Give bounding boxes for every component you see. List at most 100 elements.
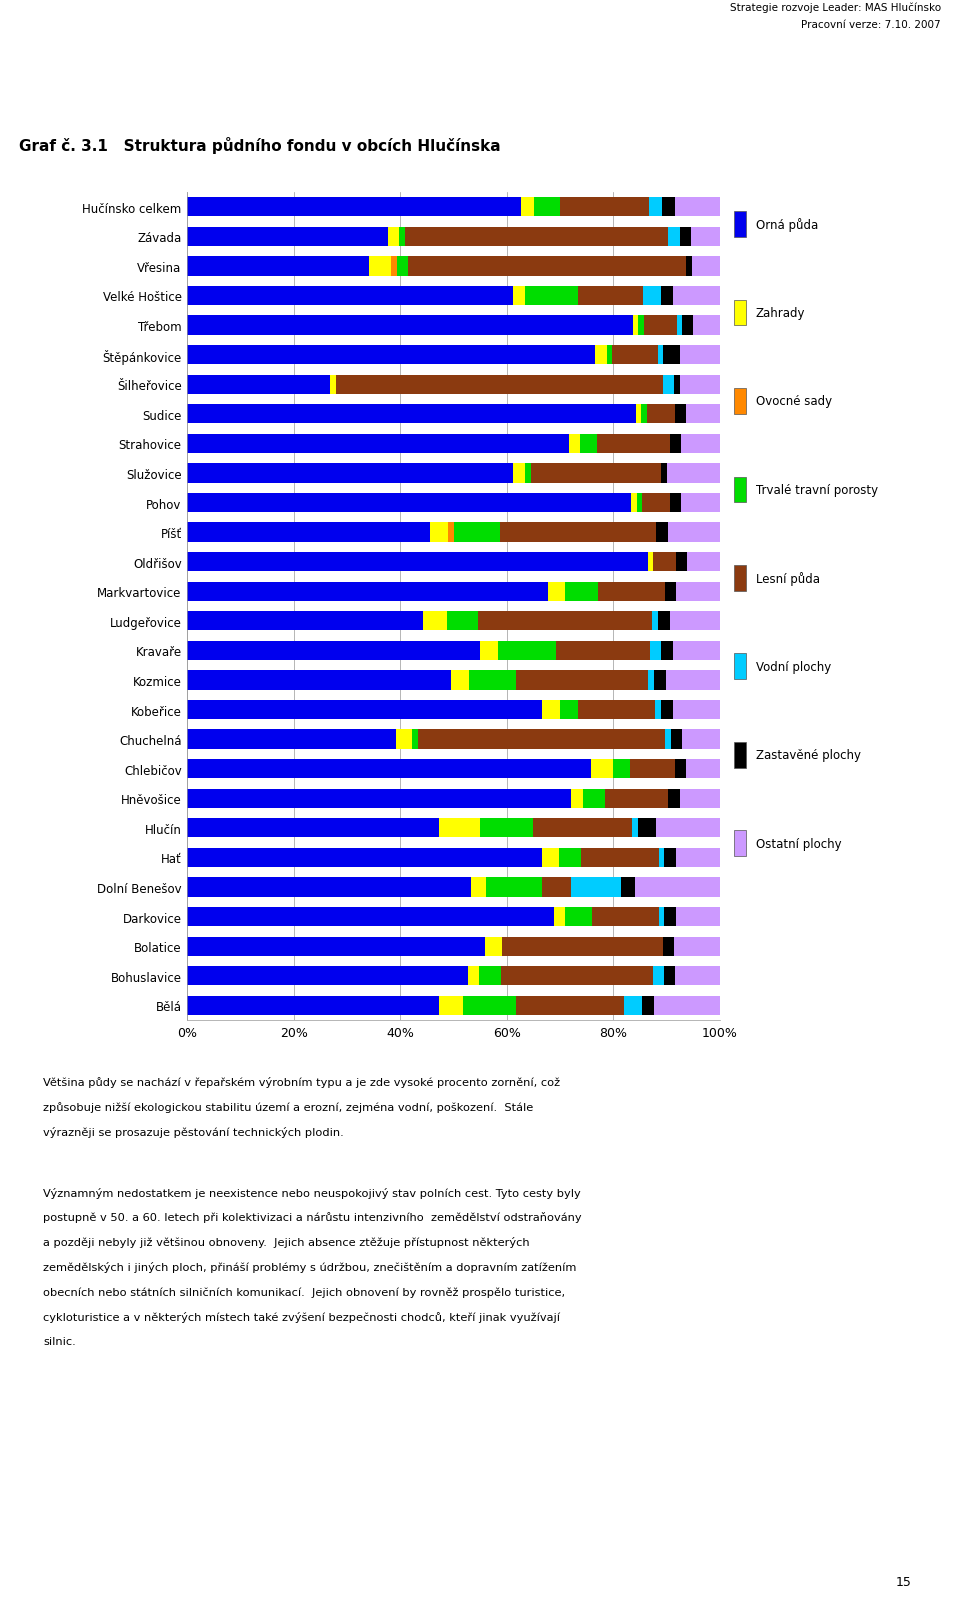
Bar [548,582,564,601]
Bar [187,346,595,365]
Bar [187,672,450,689]
Bar [501,966,653,985]
Bar [686,760,720,779]
Bar [392,257,396,276]
Bar [560,701,578,720]
Bar [430,524,447,542]
Bar [641,405,647,424]
Bar [187,760,591,779]
Bar [693,317,720,336]
Bar [681,346,720,365]
Bar [463,996,516,1016]
Bar [669,434,681,453]
Bar [447,612,478,632]
Bar [187,464,513,484]
Bar [485,937,502,956]
Bar [673,286,720,305]
Text: Graf č. 3.1   Struktura půdního fondu v obcích Hlučínska: Graf č. 3.1 Struktura půdního fondu v ob… [19,137,501,154]
Bar [662,937,674,956]
Bar [658,612,670,632]
Text: Ostatní plochy: Ostatní plochy [756,837,841,850]
Bar [647,405,675,424]
Bar [655,701,660,720]
Text: obecních nebo státních silničních komunikací.  Jejich obnovení by rovněž prospěl: obecních nebo státních silničních komuni… [43,1287,565,1297]
Text: Většina půdy se nachází v řepařském výrobním typu a je zde vysoké procento zorně: Většina půdy se nachází v řepařském výro… [43,1077,561,1088]
Bar [187,524,430,542]
Bar [187,228,388,247]
Bar [583,789,606,808]
Text: Zahrady: Zahrady [756,307,805,320]
Bar [650,641,661,660]
Bar [516,996,624,1016]
Bar [471,877,486,897]
Bar [187,641,480,660]
Text: Strategie rozvoje Leader: MAS Hlučínsko: Strategie rozvoje Leader: MAS Hlučínsko [730,2,941,13]
Bar [681,434,720,453]
Bar [658,346,663,365]
Bar [187,405,636,424]
Bar [642,996,654,1016]
Bar [408,257,686,276]
Bar [564,908,592,927]
Bar [556,641,650,660]
Bar [580,434,596,453]
Bar [187,434,568,453]
Bar [413,730,418,749]
Text: Vodní plochy: Vodní plochy [756,660,830,673]
Bar [674,937,720,956]
Bar [675,760,686,779]
Bar [559,848,581,868]
Bar [479,966,501,985]
Bar [607,346,612,365]
Bar [418,730,665,749]
Bar [187,818,439,837]
Bar [675,405,686,424]
Bar [659,908,664,927]
Bar [571,877,620,897]
Bar [680,789,720,808]
Bar [516,672,648,689]
Bar [524,286,578,305]
Bar [686,553,720,572]
Bar [635,877,720,897]
Bar [664,966,675,985]
Bar [513,286,524,305]
Bar [571,789,583,808]
Bar [691,257,720,276]
Bar [654,996,720,1016]
Bar [439,996,463,1016]
Bar [686,405,720,424]
Bar [187,553,648,572]
Bar [632,493,636,513]
Text: 15: 15 [896,1575,912,1588]
Bar [666,464,720,484]
Bar [670,612,720,632]
Text: Pracovní verze: 7.10. 2007: Pracovní verze: 7.10. 2007 [802,19,941,31]
Text: zemědělských i jiných ploch, přináší problémy s údržbou, znečištěním a dopravním: zemědělských i jiných ploch, přináší pro… [43,1261,577,1273]
Bar [659,848,664,868]
Bar [653,966,664,985]
Bar [542,701,561,720]
Text: Významným nedostatkem je neexistence nebo neuspokojivý stav polních cest. Tyto c: Významným nedostatkem je neexistence neb… [43,1186,581,1197]
Bar [447,524,453,542]
Bar [468,672,516,689]
Bar [633,818,638,837]
Bar [578,701,655,720]
Bar [654,553,676,572]
Bar [187,908,554,927]
Text: postupně v 50. a 60. letech při kolektivizaci a nárůstu intenzivního  zemědělstv: postupně v 50. a 60. letech při kolektiv… [43,1212,582,1223]
Bar [187,966,468,985]
Bar [676,553,686,572]
Bar [187,701,542,720]
Bar [664,582,676,601]
Bar [568,434,580,453]
Bar [478,612,652,632]
Bar [450,672,468,689]
Bar [399,228,405,247]
Bar [631,760,675,779]
Bar [663,346,681,365]
Bar [454,524,500,542]
Bar [581,848,659,868]
Bar [686,257,691,276]
Bar [675,198,720,217]
